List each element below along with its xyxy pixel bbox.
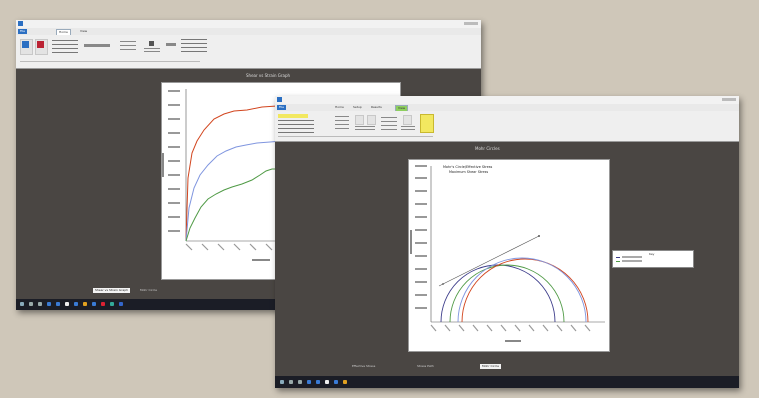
tab-results[interactable]: Results xyxy=(371,105,382,109)
ribbon-group-text xyxy=(355,126,375,131)
taskbar-icon[interactable] xyxy=(110,302,114,306)
start-icon[interactable] xyxy=(20,302,24,306)
ribbon-group-text xyxy=(144,48,160,53)
failure-envelope-line xyxy=(438,235,540,287)
bottom-tab-stress-path[interactable]: Stress Path xyxy=(417,364,434,368)
taskbar-icon[interactable] xyxy=(289,380,293,384)
ribbon-group-labels xyxy=(278,136,433,137)
x-axis-label xyxy=(252,259,270,261)
ribbon-group-text xyxy=(181,39,207,55)
taskbar-icon[interactable] xyxy=(101,302,105,306)
front-taskbar xyxy=(275,376,739,388)
legend-entry xyxy=(616,257,620,258)
series-legend: Key xyxy=(612,250,694,268)
window-controls[interactable] xyxy=(722,98,736,101)
taskbar-icon[interactable] xyxy=(119,302,123,306)
mohr-circle-chart: Mohr's Circle/Effective Stress Maximum S… xyxy=(410,165,605,342)
ribbon-group-text xyxy=(120,41,136,51)
x-axis-label xyxy=(505,340,521,342)
front-ribbon-tabs: File Home Setup Results View xyxy=(275,104,739,111)
app-icon xyxy=(277,97,282,102)
taskbar-icon[interactable] xyxy=(343,380,347,384)
ribbon-group-text xyxy=(335,116,349,130)
ribbon-highlight-item[interactable] xyxy=(278,114,308,118)
envelope-point xyxy=(442,283,444,285)
legend-entry-label xyxy=(622,260,642,262)
x-tick-labels xyxy=(185,243,273,251)
legend-entry-label xyxy=(622,256,642,258)
ribbon-group-text xyxy=(166,43,176,46)
tab-setup[interactable]: Setup xyxy=(353,105,362,109)
bottom-tab-mohr-circle[interactable]: Mohr Circle xyxy=(140,288,157,292)
taskbar-icon[interactable] xyxy=(56,302,60,306)
mohr-circle-3 xyxy=(461,258,589,323)
front-application-window: File Home Setup Results View Mohr Circle… xyxy=(275,96,739,388)
back-taskbar xyxy=(16,299,481,310)
taskbar-icon[interactable] xyxy=(29,302,33,306)
ribbon-button[interactable] xyxy=(367,115,376,125)
taskbar-icon[interactable] xyxy=(38,302,42,306)
front-ribbon xyxy=(275,111,739,142)
tab-home[interactable]: Home xyxy=(56,29,71,35)
front-view-title: Mohr Circles xyxy=(475,146,500,151)
mohr-circle-2 xyxy=(449,264,565,323)
ribbon-group-text xyxy=(381,117,397,131)
legend-title: Key xyxy=(649,252,655,256)
ribbon-button[interactable] xyxy=(355,115,364,125)
taskbar-icon[interactable] xyxy=(325,380,329,384)
y-axis-label xyxy=(162,153,164,177)
y-tick-labels xyxy=(168,90,180,232)
app-icon xyxy=(18,21,23,26)
tab-view[interactable]: View xyxy=(395,105,409,111)
window-controls[interactable] xyxy=(464,22,478,25)
tab-home[interactable]: Home xyxy=(335,105,344,109)
plot-title-line-2: Maximum Shear Stress xyxy=(449,170,488,174)
bottom-tab-mohr-circle[interactable]: Mohr Circle xyxy=(480,364,501,369)
x-tick-labels xyxy=(430,324,591,332)
taskbar-icon[interactable] xyxy=(74,302,78,306)
ribbon-group-text xyxy=(401,126,415,131)
taskbar-icon[interactable] xyxy=(83,302,87,306)
ribbon-group-text xyxy=(84,44,110,47)
ribbon-icon-1 xyxy=(22,41,29,48)
taskbar-icon[interactable] xyxy=(307,380,311,384)
start-icon[interactable] xyxy=(280,380,284,384)
envelope-point xyxy=(538,235,540,237)
back-ribbon xyxy=(16,35,481,69)
taskbar-icon[interactable] xyxy=(47,302,51,306)
plot-title-line-1: Mohr's Circle/Effective Stress xyxy=(443,165,493,169)
ribbon-icon-2 xyxy=(37,41,44,48)
y-axis-label xyxy=(410,230,412,254)
taskbar-icon[interactable] xyxy=(65,302,69,306)
ribbon-group-labels xyxy=(20,61,200,62)
mohr-circle-4 xyxy=(457,257,587,323)
legend-entry xyxy=(616,261,620,262)
y-tick-labels xyxy=(415,165,427,309)
ribbon-button[interactable] xyxy=(403,115,412,125)
taskbar-icon[interactable] xyxy=(316,380,320,384)
tab-file[interactable]: File xyxy=(277,105,287,110)
bottom-tab-effective-stress[interactable]: Effective Stress xyxy=(352,364,376,368)
ribbon-group-text xyxy=(278,120,314,134)
tab-file[interactable]: File xyxy=(18,29,28,34)
ribbon-icon-3 xyxy=(149,41,154,46)
back-ribbon-tabs: File Home View xyxy=(16,28,481,35)
ribbon-highlighted-button[interactable] xyxy=(420,114,434,133)
mohr-circle-plot: Mohr's Circle/Effective Stress Maximum S… xyxy=(408,159,610,352)
ribbon-group-text xyxy=(52,40,78,54)
taskbar-icon[interactable] xyxy=(334,380,338,384)
back-view-title: Shear vs Strain Graph xyxy=(246,73,291,78)
taskbar-icon[interactable] xyxy=(92,302,96,306)
bottom-tab-shear-strain[interactable]: Shear vs Strain Graph xyxy=(93,288,131,293)
tab-view[interactable]: View xyxy=(80,29,88,33)
taskbar-icon[interactable] xyxy=(298,380,302,384)
